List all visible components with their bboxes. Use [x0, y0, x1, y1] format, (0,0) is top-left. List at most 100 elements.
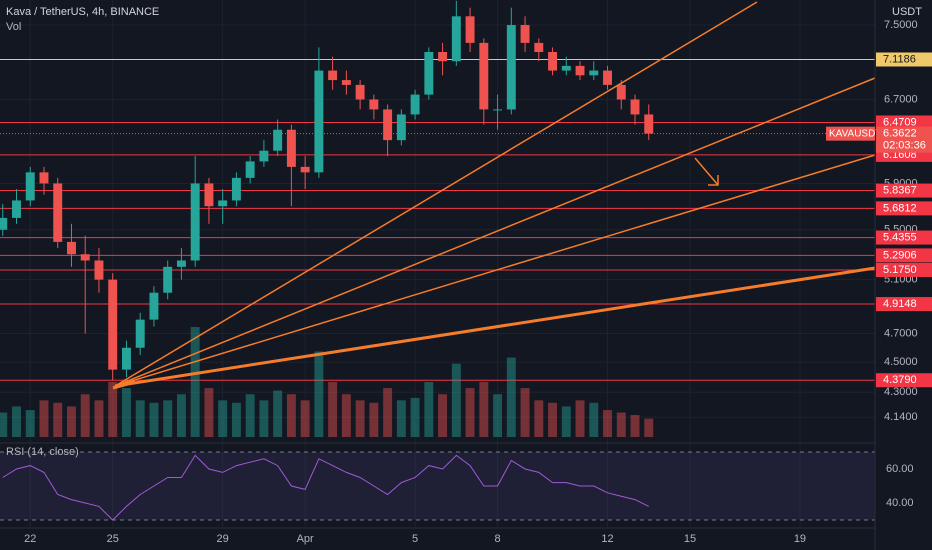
- x-tick-label: Apr: [297, 533, 314, 545]
- candle-body: [12, 200, 21, 218]
- volume-bar: [644, 418, 654, 437]
- volume-bar: [479, 382, 489, 437]
- level-label: 4.9148: [883, 298, 917, 310]
- level-tag: [876, 297, 932, 312]
- candle-body: [589, 70, 599, 76]
- volume-bar: [218, 400, 228, 437]
- volume-bar: [561, 406, 571, 437]
- volume-bar: [410, 397, 420, 437]
- candle-body: [273, 129, 283, 151]
- candle-body: [259, 150, 269, 162]
- chart-title: Kava / TetherUS, 4h, BINANCE: [6, 6, 159, 18]
- candle-body: [53, 183, 63, 242]
- volume-bar: [369, 402, 379, 437]
- x-tick-label: 29: [217, 533, 229, 545]
- candle-body: [204, 183, 214, 207]
- volume-bar: [163, 400, 173, 437]
- candle-body: [231, 177, 241, 201]
- rsi-tick-label: 60.00: [886, 463, 914, 475]
- level-tag: [876, 201, 932, 216]
- rsi-tick-label: 40.00: [886, 497, 914, 509]
- symbol-label: KAVAUSDT: [829, 128, 881, 139]
- rsi-pane: [0, 451, 880, 521]
- volume-bar: [121, 388, 131, 437]
- trend-line: [112, 380, 136, 390]
- volume-bar: [39, 400, 49, 437]
- volume-bar: [589, 402, 599, 437]
- level-label: 5.4355: [883, 231, 917, 243]
- candle-body: [328, 70, 338, 81]
- level-tag: [876, 115, 932, 130]
- candle-body: [149, 292, 159, 320]
- candle-body: [0, 217, 8, 230]
- level-tag: [876, 230, 932, 245]
- price-tag: [876, 126, 932, 153]
- candle-body: [479, 42, 489, 110]
- candle-body: [644, 114, 654, 134]
- volume-bar: [149, 402, 159, 437]
- candle-body: [341, 80, 351, 85]
- volume-bar: [231, 402, 241, 437]
- volume-bar: [80, 394, 90, 437]
- y-tick-label: 4.5000: [884, 356, 918, 368]
- volume-bar: [548, 402, 558, 437]
- level-label: 5.1750: [883, 264, 917, 276]
- price-label: 6.3622: [883, 128, 917, 140]
- y-tick-label: 7.5000: [884, 19, 918, 31]
- x-tick-label: 19: [794, 533, 806, 545]
- rsi-line: [2, 454, 649, 521]
- y-tick-label: 4.3000: [884, 386, 918, 398]
- candle-body: [25, 172, 35, 201]
- volume-label: Vol: [6, 21, 21, 33]
- volume-bar: [424, 382, 434, 437]
- candle-body: [438, 51, 448, 62]
- volume-bar: [520, 388, 530, 437]
- level-tag: [876, 52, 932, 67]
- volume-bar: [245, 394, 255, 437]
- y-tick-label: 4.1400: [884, 411, 918, 423]
- volume-bar: [314, 351, 324, 437]
- trend-line: [114, 1, 758, 387]
- volume-bar: [575, 400, 585, 437]
- candle-body: [80, 254, 90, 261]
- candle-body: [218, 200, 228, 207]
- volume-bar: [273, 390, 283, 437]
- volume-bar: [176, 394, 186, 437]
- volume-bar: [108, 382, 118, 437]
- x-tick-label: 8: [495, 533, 501, 545]
- level-label: 5.6812: [883, 202, 917, 214]
- candle-body: [39, 172, 49, 184]
- candle-body: [548, 51, 558, 71]
- candle-body: [534, 42, 544, 52]
- drawings: [112, 1, 876, 390]
- candle-body: [245, 161, 255, 178]
- volume-bar: [53, 402, 63, 437]
- candle-body: [616, 84, 626, 100]
- candle-body: [410, 94, 420, 115]
- volume-bar: [451, 363, 461, 437]
- candle-body: [424, 51, 434, 95]
- x-tick-label: 12: [601, 533, 613, 545]
- level-label: 6.4709: [883, 116, 917, 128]
- candle-body: [506, 25, 516, 110]
- x-tick-label: 5: [412, 533, 418, 545]
- candle-body: [163, 266, 173, 293]
- symbol-tag: [826, 126, 875, 141]
- candle-body: [67, 241, 76, 255]
- candle-body: [451, 16, 461, 62]
- volume-bar: [67, 406, 76, 437]
- volume-bar: [534, 400, 544, 437]
- level-label: 7.1186: [883, 53, 916, 65]
- volume-bar: [12, 406, 21, 437]
- volume-bar: [25, 410, 35, 437]
- candle-body: [383, 109, 393, 141]
- trend-line: [114, 154, 876, 387]
- candle-body: [314, 70, 324, 173]
- volume-bar: [493, 394, 503, 437]
- candle-body: [135, 319, 145, 348]
- candle-body: [396, 114, 406, 141]
- volume-bar: [506, 357, 516, 437]
